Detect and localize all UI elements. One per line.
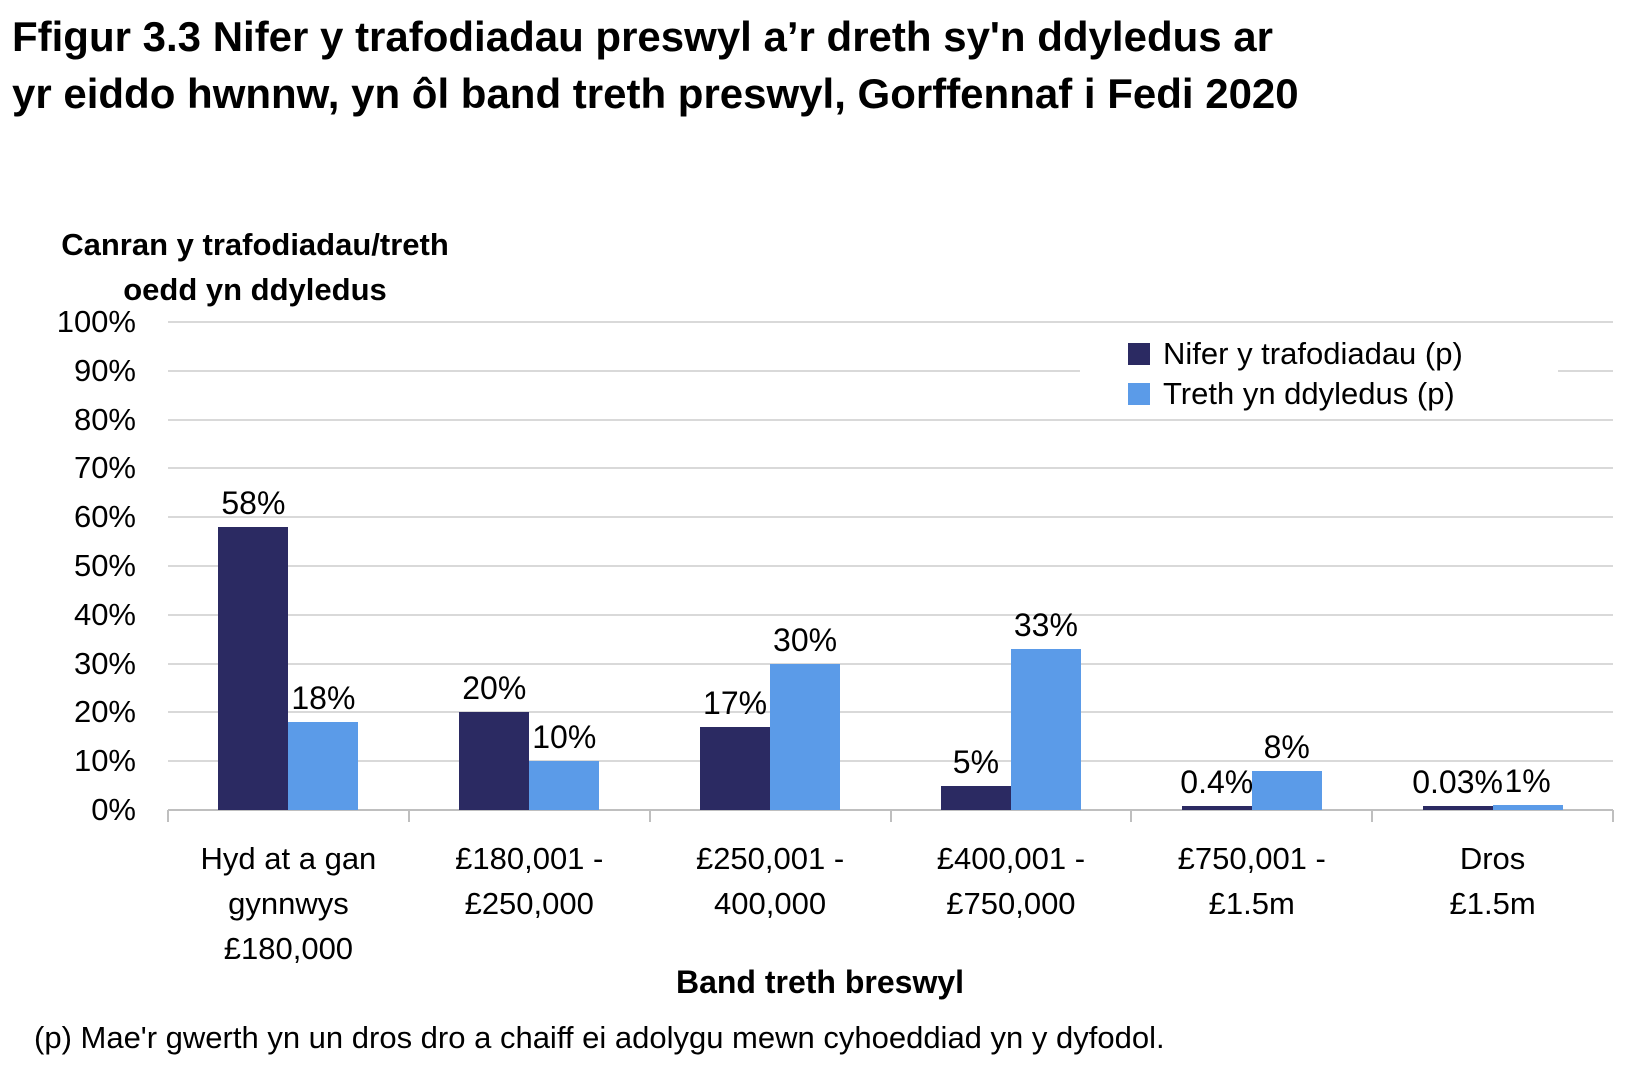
y-tick-label-10: 10% bbox=[73, 743, 136, 779]
x-category-label-line: £250,001 - bbox=[695, 841, 845, 876]
y-tick-label-60: 60% bbox=[73, 499, 136, 535]
x-axis-tick bbox=[1371, 810, 1374, 822]
legend-swatch-navy-icon bbox=[1128, 343, 1150, 365]
y-tick-label-40: 40% bbox=[73, 596, 136, 632]
gridline-70 bbox=[168, 467, 1613, 470]
y-tick-label-90: 90% bbox=[73, 352, 136, 388]
y-axis-title-line-2: oedd yn ddyledus bbox=[123, 272, 387, 307]
bar-series0-cat4 bbox=[1181, 806, 1252, 810]
bar-series0-cat5 bbox=[1422, 806, 1493, 810]
x-category-label-line: £180,001 - bbox=[455, 841, 604, 876]
gridline-90 bbox=[168, 369, 1613, 372]
bar-series1-cat1 bbox=[529, 761, 600, 810]
legend-label: Nifer y trafodiadau (p) bbox=[1163, 336, 1463, 371]
bar-series1-cat2 bbox=[770, 663, 841, 810]
x-category-label-2: £250,001 - 400,000 bbox=[650, 836, 891, 926]
bar-series1-cat0 bbox=[288, 722, 359, 810]
x-category-label-line: £250,000 bbox=[464, 886, 594, 921]
x-category-label-line: £180,000 bbox=[223, 931, 354, 966]
bar-series0-cat3 bbox=[940, 785, 1011, 810]
y-axis-title-line-1: Canran y trafodiadau/treth bbox=[61, 227, 449, 262]
y-tick-label-80: 80% bbox=[73, 401, 136, 437]
y-tick-label-30: 30% bbox=[73, 645, 136, 681]
x-axis-title: Band treth breswyl bbox=[675, 964, 965, 1000]
gridline-80 bbox=[168, 418, 1613, 421]
gridline-40 bbox=[168, 613, 1613, 616]
gridline-30 bbox=[168, 662, 1613, 665]
bar-value-label: 30% bbox=[773, 621, 838, 658]
x-category-label-line: 400,000 bbox=[714, 886, 827, 921]
bar-series0-cat0 bbox=[218, 526, 289, 810]
bar-value-label: 0.4% bbox=[1180, 764, 1254, 800]
bar-value-label: 58% bbox=[221, 484, 286, 521]
bar-series0-cat2 bbox=[700, 727, 771, 810]
x-axis-tick bbox=[889, 810, 892, 822]
y-tick-label-0: 0% bbox=[91, 792, 136, 827]
gridline-10 bbox=[168, 760, 1613, 763]
x-category-label-line: Dros bbox=[1459, 841, 1526, 876]
bar-value-label: 20% bbox=[462, 670, 527, 707]
x-category-label-5: Dros £1.5m bbox=[1372, 836, 1613, 926]
x-axis-tick bbox=[407, 810, 410, 822]
bar-series1-cat4 bbox=[1251, 770, 1322, 810]
gridline-60 bbox=[168, 516, 1613, 519]
bar-value-label: 8% bbox=[1263, 728, 1310, 765]
y-tick-label-70: 70% bbox=[73, 450, 136, 486]
x-category-label-0: Hyd at a gan gynnwys £180,000 bbox=[168, 836, 409, 971]
x-category-label-4: £750,001 - £1.5m bbox=[1131, 836, 1372, 926]
legend-swatch-blue-icon bbox=[1128, 383, 1150, 405]
bar-value-label: 5% bbox=[952, 743, 1000, 780]
y-tick-label-50: 50% bbox=[73, 548, 136, 583]
bar-value-label: 0.03% bbox=[1412, 764, 1503, 800]
bar-series0-cat1 bbox=[459, 712, 530, 810]
bar-series1-cat5 bbox=[1492, 805, 1563, 810]
x-category-label-line: £400,001 - bbox=[936, 841, 1086, 876]
legend: Nifer y trafodiadau (p) Treth yn ddyledu… bbox=[1080, 330, 1558, 418]
bar-value-label: 33% bbox=[1013, 606, 1078, 643]
x-category-label-1: £180,001 - £250,000 bbox=[409, 836, 650, 926]
gridline-100 bbox=[168, 321, 1613, 323]
x-category-label-line: £1.5m bbox=[1449, 886, 1536, 921]
gridline-50 bbox=[168, 565, 1613, 567]
bar-value-label: 10% bbox=[532, 719, 597, 756]
bar-value-label: 1% bbox=[1504, 763, 1551, 800]
legend-item-treth-yn-ddyledus: Treth yn ddyledus (p) bbox=[1128, 374, 1558, 414]
y-tick-label-100: 100% bbox=[56, 304, 136, 339]
legend-label: Treth yn ddyledus (p) bbox=[1163, 376, 1455, 411]
legend-item-nifer-y-trafodiadau: Nifer y trafodiadau (p) bbox=[1128, 334, 1558, 374]
y-axis-title: Canran y trafodiadau/treth oedd yn ddyle… bbox=[55, 222, 455, 312]
x-axis-tick bbox=[648, 810, 651, 822]
x-category-label-line: £750,000 bbox=[946, 886, 1076, 921]
x-category-label-line: £750,001 - bbox=[1177, 841, 1326, 876]
x-axis-tick bbox=[1612, 810, 1614, 822]
footnote: (p) Mae'r gwerth yn un dros dro a chaiff… bbox=[34, 1020, 1165, 1055]
bar-value-label: 17% bbox=[703, 685, 768, 722]
x-category-label-line: £1.5m bbox=[1208, 886, 1295, 921]
chart-title-line-2: yr eiddo hwnnw, yn ôl band treth preswyl… bbox=[12, 70, 1299, 117]
x-category-label-line: Hyd at a gan bbox=[200, 841, 377, 876]
chart-title-line-1: Ffigur 3.3 Nifer y trafodiadau preswyl a… bbox=[12, 13, 1273, 60]
bar-series1-cat3 bbox=[1010, 648, 1081, 810]
chart-title: Ffigur 3.3 Nifer y trafodiadau preswyl a… bbox=[12, 8, 1622, 122]
x-axis-tick bbox=[1130, 810, 1133, 822]
bar-value-label: 18% bbox=[291, 680, 356, 717]
y-tick-label-20: 20% bbox=[73, 694, 136, 730]
x-category-label-line: gynnwys bbox=[228, 886, 349, 921]
x-axis-tick bbox=[167, 810, 169, 822]
gridline-20 bbox=[168, 711, 1613, 714]
x-category-label-3: £400,001 - £750,000 bbox=[891, 836, 1132, 926]
